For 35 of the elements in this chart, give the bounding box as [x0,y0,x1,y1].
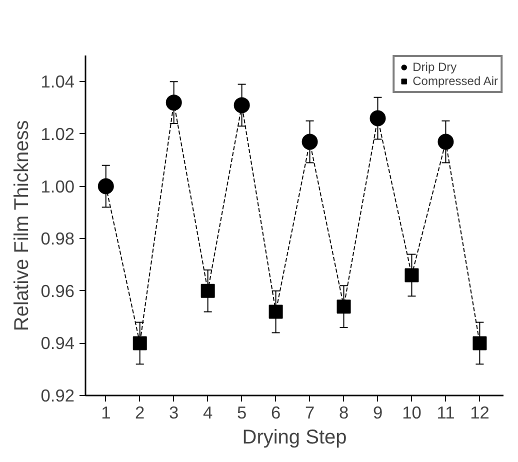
y-tick-label: 1.04 [40,72,75,92]
point [166,94,182,111]
y-tick-label: 0.98 [40,228,75,249]
y-tick-label: 1.00 [40,176,75,196]
y-tick-label: 0.94 [40,333,75,354]
y-tick-label: 1.02 [40,124,75,144]
y-tick-label: 0.96 [40,280,75,301]
point [268,304,283,319]
y-tick-label: 0.92 [40,386,75,406]
legend-label: Compressed Air [412,74,498,88]
point [472,336,487,350]
point [438,134,454,150]
point [404,268,419,282]
point [234,97,250,114]
x-tick-label: 6 [270,402,281,422]
point [200,284,215,298]
point [336,300,351,314]
x-tick-label: 1 [101,402,111,422]
x-tick-label: 4 [203,402,214,422]
x-tick-label: 11 [436,402,455,422]
x-tick-label: 7 [304,402,315,422]
x-tick-label: 3 [169,402,179,422]
x-tick-label: 5 [237,402,247,422]
x-axis-title: Drying Step [242,426,347,448]
point [132,336,147,350]
x-tick-label: 8 [338,402,349,422]
legend-label: Drip Dry [412,60,457,74]
y-axis-title: Relative Film Thickness [10,120,33,332]
x-tick-label: 2 [135,402,145,422]
point [98,178,114,194]
point [370,110,386,126]
x-tick-label: 12 [470,402,490,422]
point [302,134,318,150]
x-tick-label: 10 [402,402,422,422]
x-tick-label: 9 [372,402,383,422]
